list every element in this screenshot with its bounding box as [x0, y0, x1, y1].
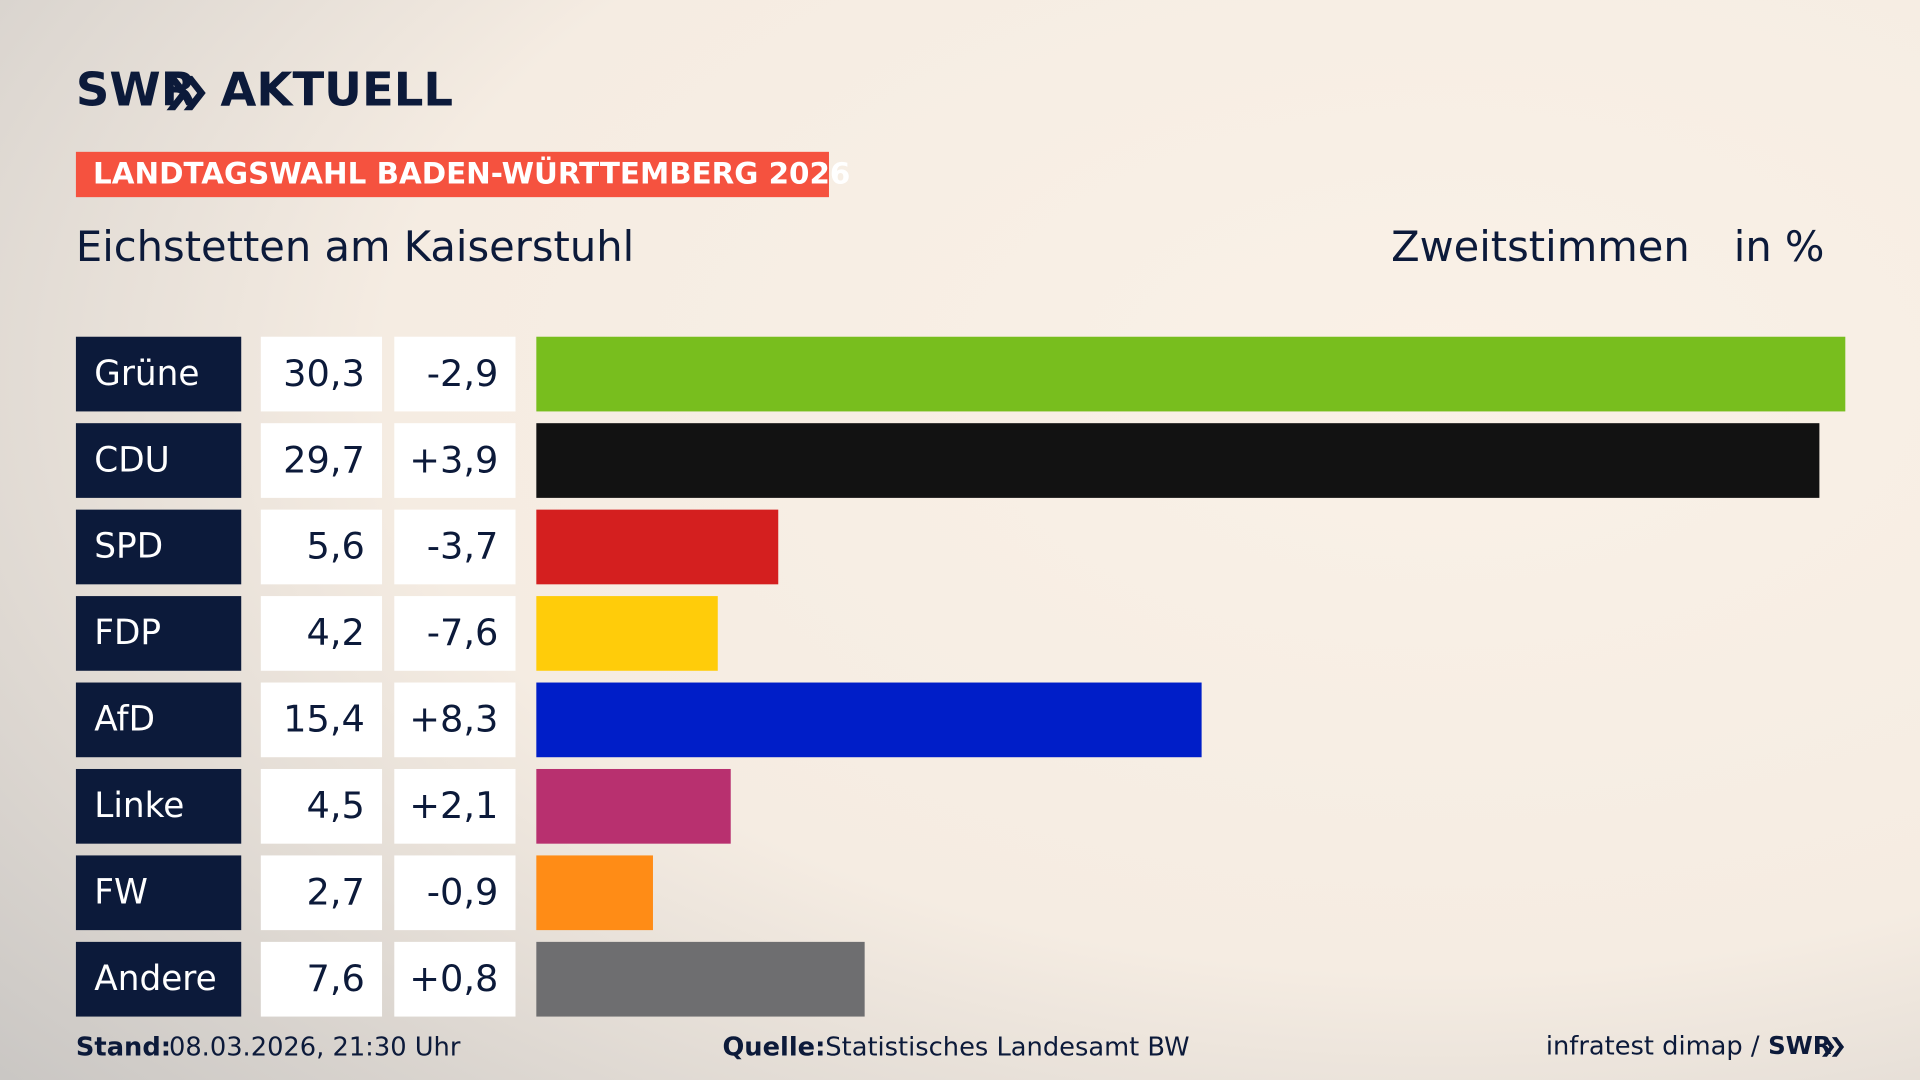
party-box — [75, 941, 242, 1017]
footer-credit: infratest dimap / — [1546, 1031, 1760, 1061]
bar — [536, 336, 1846, 412]
bar — [536, 941, 865, 1017]
change-label: -7,6 — [427, 611, 499, 654]
value-label: 29,7 — [283, 438, 365, 481]
value-label: 2,7 — [306, 871, 364, 914]
value-label: 7,6 — [306, 957, 364, 1000]
value-box — [260, 768, 383, 844]
bar — [536, 855, 653, 931]
logo: SWR AKTUELL — [76, 63, 453, 117]
value-label: 4,2 — [306, 611, 364, 654]
bar — [536, 682, 1202, 758]
party-box — [75, 682, 242, 758]
change-box — [394, 682, 516, 758]
change-box — [394, 509, 516, 585]
party-label: FDP — [94, 613, 161, 653]
footer-logo: SWR — [1768, 1031, 1832, 1060]
party-label: SPD — [94, 527, 163, 567]
bar — [536, 768, 731, 844]
logo-chevrons — [166, 75, 206, 111]
chart-title: Eichstetten am Kaiserstuhl — [76, 222, 634, 271]
bar — [536, 423, 1820, 498]
party-label: Linke — [94, 786, 184, 826]
party-box — [75, 855, 242, 931]
value-box — [260, 941, 383, 1017]
rows: Grüne 30,3 -2,9 CDU 29,7 +3,9 SPD 5,6 -3,7 FDP 4,2… — [75, 336, 1846, 1017]
footer-text: 08.03.2026, 21:30 Uhr — [169, 1033, 461, 1063]
change-box — [394, 423, 516, 498]
value-box — [260, 682, 383, 758]
party-label: Andere — [94, 959, 216, 999]
value-label: 15,4 — [283, 698, 365, 741]
value-box — [260, 336, 383, 412]
bar — [536, 596, 718, 671]
change-label: +8,3 — [409, 698, 498, 741]
change-label: -3,7 — [427, 525, 499, 568]
footer-label: Quelle: — [722, 1033, 825, 1063]
party-box — [75, 768, 242, 844]
banner-text: LANDTAGSWAHL BADEN-WÜRTTEMBERG 2026 — [93, 155, 850, 191]
change-label: +3,9 — [409, 438, 498, 481]
party-label: AfD — [94, 700, 155, 740]
party-box — [75, 509, 242, 585]
banner — [75, 151, 829, 198]
bar — [536, 509, 779, 585]
change-label: -2,9 — [427, 352, 499, 395]
party-label: CDU — [94, 440, 169, 480]
logo-text: AKTUELL — [220, 63, 453, 117]
party-box — [75, 336, 242, 412]
footer-text: Statistisches Landesamt BW — [825, 1033, 1189, 1063]
value-label: 5,6 — [306, 525, 364, 568]
party-label: FW — [94, 873, 148, 913]
value-label: 4,5 — [306, 784, 364, 827]
party-label: Grüne — [94, 354, 199, 394]
change-label: +0,8 — [409, 957, 498, 1000]
change-box — [394, 336, 516, 412]
change-box — [394, 941, 516, 1017]
value-box — [260, 423, 383, 498]
change-label: +2,1 — [409, 784, 498, 827]
value-box — [260, 855, 383, 931]
footer-logo-chevrons — [1822, 1037, 1845, 1057]
value-label: 30,3 — [283, 352, 365, 395]
value-box — [260, 509, 383, 585]
change-box — [394, 596, 516, 671]
value-box — [260, 596, 383, 671]
change-box — [394, 768, 516, 844]
change-box — [394, 855, 516, 931]
unit: in % — [1734, 222, 1825, 271]
party-box — [75, 423, 242, 498]
chart-subtitle: Zweitstimmen — [1391, 222, 1690, 271]
party-box — [75, 596, 242, 671]
change-label: -0,9 — [427, 871, 499, 914]
footer-label: Stand: — [76, 1033, 171, 1063]
